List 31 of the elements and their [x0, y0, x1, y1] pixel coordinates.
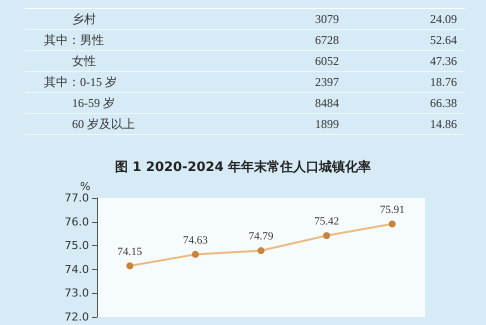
data-label: 74.63: [183, 234, 208, 246]
text: 24.09: [430, 11, 457, 28]
text: 14.86: [430, 116, 457, 133]
text: 乡村: [72, 11, 96, 28]
text: 1899: [315, 116, 339, 133]
data-label: 75.42: [314, 216, 339, 228]
text: 16-59 岁: [72, 95, 115, 112]
text: 60 岁及以上: [72, 116, 135, 133]
text: 6728: [315, 32, 339, 49]
chart-title: 图 1 2020-2024 年年末常住人口城镇化率: [114, 158, 372, 176]
y-axis-title: %: [80, 180, 90, 193]
y-tick-label: 76.0: [64, 215, 89, 228]
text: 18.76: [430, 74, 457, 91]
data-label: 74.79: [248, 230, 274, 243]
y-tick-label: 72.0: [64, 310, 89, 324]
text: 8484: [315, 95, 339, 112]
text: 6052: [315, 53, 339, 70]
y-tick-label: 75.0: [64, 239, 89, 252]
text: 3079: [315, 11, 339, 28]
text: 66.38: [430, 95, 457, 112]
text: 47.36: [430, 53, 457, 70]
y-tick-label: 74.0: [64, 262, 89, 276]
data-label: 74.15: [117, 246, 143, 258]
text: 52.64: [430, 32, 457, 49]
text: 女性: [72, 53, 96, 70]
y-tick-label: 77.0: [64, 192, 89, 204]
text: 其中：0-15 岁: [44, 74, 117, 91]
data-label: 75.91: [380, 204, 405, 216]
text: 其中：男性: [44, 32, 104, 49]
y-tick-label: 73.0: [64, 286, 89, 300]
text: 2397: [315, 74, 339, 91]
